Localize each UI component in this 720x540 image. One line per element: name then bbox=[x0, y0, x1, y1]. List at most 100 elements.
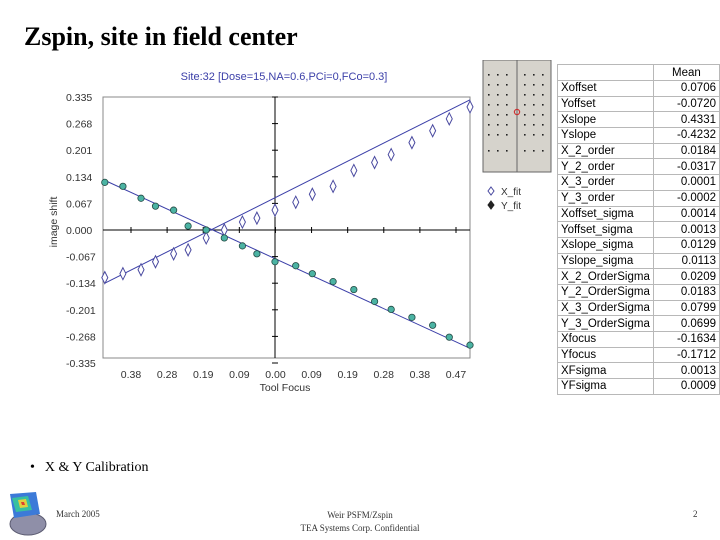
data-point-x-fit bbox=[238, 214, 246, 230]
table-cell-name: XFsigma bbox=[557, 362, 654, 380]
site-dot bbox=[533, 104, 535, 106]
site-dot bbox=[533, 84, 535, 86]
x-tick-label: 0.19 bbox=[193, 369, 214, 381]
table-cell-value: 0.0799 bbox=[652, 299, 720, 317]
data-point-y-fit bbox=[308, 270, 316, 278]
data-point-x-fit bbox=[170, 246, 178, 261]
data-point-x-fit bbox=[253, 210, 261, 226]
table-cell-name: Yoffset_sigma bbox=[557, 221, 654, 238]
site-dot bbox=[533, 150, 535, 152]
table-cell-value: -0.0002 bbox=[652, 189, 720, 207]
data-point-x-fit bbox=[308, 187, 316, 202]
site-dot bbox=[533, 94, 535, 96]
table-header-blank bbox=[557, 64, 654, 81]
site-dot bbox=[542, 74, 544, 76]
plot-axes bbox=[103, 96, 470, 364]
legend-label-y-fit: Y_fit bbox=[501, 201, 521, 212]
table-row: Yoffset_sigma 0.0013 bbox=[557, 221, 720, 238]
site-dot bbox=[542, 94, 544, 96]
data-point-x-fit bbox=[202, 230, 210, 246]
site-dot bbox=[497, 104, 499, 106]
table-cell-value: 0.0009 bbox=[652, 378, 720, 395]
table-cell-value: -0.1712 bbox=[652, 346, 720, 364]
site-dot bbox=[506, 74, 508, 76]
table-row: Xslope_sigma 0.0129 bbox=[557, 236, 720, 254]
data-point-y-fit bbox=[466, 341, 474, 349]
data-point-x-fit bbox=[466, 99, 474, 115]
table-row: X_2_order 0.0184 bbox=[557, 142, 720, 160]
x-tick-label: 0.00 bbox=[265, 369, 286, 381]
table-cell-name: X_3_OrderSigma bbox=[557, 299, 654, 317]
legend-entry-x-fit: X_fit bbox=[487, 186, 521, 198]
data-point-x-fit bbox=[371, 155, 379, 170]
diamond-filled-icon bbox=[487, 200, 495, 210]
data-point-y-fit bbox=[238, 242, 247, 250]
table-cell-name: Y_2_OrderSigma bbox=[557, 283, 654, 301]
data-point-y-fit bbox=[329, 278, 337, 286]
legend-entry-y-fit: Y_fit bbox=[487, 200, 521, 212]
site-dot bbox=[524, 150, 526, 152]
site-dot bbox=[542, 104, 544, 106]
footer-line-1: Weir PSFM/Zspin bbox=[327, 510, 393, 520]
table-row: Y_3_OrderSigma 0.0699 bbox=[557, 315, 720, 332]
data-point-y-fit bbox=[271, 258, 279, 266]
table-cell-name: Y_2_order bbox=[557, 158, 654, 176]
data-point-y-fit bbox=[151, 202, 160, 210]
site-dot bbox=[506, 134, 508, 136]
table-header-row: Mean bbox=[557, 64, 720, 81]
table-row: X_2_OrderSigma 0.0209 bbox=[557, 268, 720, 285]
data-point-x-fit bbox=[292, 195, 300, 210]
table-header-mean: Mean bbox=[652, 64, 720, 81]
x-tick-label: 0.28 bbox=[157, 369, 178, 381]
table-cell-name: YFsigma bbox=[557, 378, 654, 395]
site-dot bbox=[488, 124, 490, 126]
table-cell-value: 0.0699 bbox=[652, 315, 720, 332]
table-row: Xoffset_sigma 0.0014 bbox=[557, 205, 720, 223]
table-cell-value: 0.0184 bbox=[652, 142, 720, 160]
data-point-x-fit bbox=[184, 242, 192, 257]
table-row: Yoffset -0.0720 bbox=[557, 95, 720, 113]
site-dot bbox=[506, 124, 508, 126]
y-tick-label: 0.201 bbox=[66, 145, 92, 157]
site-dot bbox=[524, 124, 526, 126]
table-cell-name: Xoffset_sigma bbox=[557, 205, 654, 223]
table-row: Yslope_sigma 0.0113 bbox=[557, 252, 720, 270]
x-tick-label: 0.19 bbox=[337, 369, 358, 381]
chart-legend: X_fit Y_fit bbox=[487, 186, 521, 212]
table-cell-name: Xslope bbox=[557, 111, 654, 129]
table-cell-value: 0.0001 bbox=[652, 174, 720, 191]
site-map-panel bbox=[482, 60, 552, 173]
data-points bbox=[101, 99, 474, 349]
site-dot bbox=[488, 84, 490, 86]
data-point-y-fit bbox=[292, 262, 300, 270]
table-cell-name: X_2_order bbox=[557, 142, 654, 160]
x-tick-label: 0.09 bbox=[301, 369, 322, 381]
data-point-x-fit bbox=[271, 203, 279, 218]
site-dot bbox=[497, 134, 499, 136]
page-number: 2 bbox=[693, 509, 698, 519]
fit-line-y-fit bbox=[104, 179, 471, 349]
chart-title: Site:32 [Dose=15,NA=0.6,PCi=0,FCo=0.3] bbox=[181, 71, 388, 83]
table-cell-name: Y_3_order bbox=[557, 189, 654, 207]
table-row: Y_3_order -0.0002 bbox=[557, 189, 720, 207]
fit-line-x-fit bbox=[104, 99, 471, 284]
table-row: X_3_order 0.0001 bbox=[557, 174, 720, 191]
table-row: X_3_OrderSigma 0.0799 bbox=[557, 299, 720, 317]
y-tick-label: -0.268 bbox=[66, 331, 96, 343]
site-dot bbox=[506, 150, 508, 152]
site-dot bbox=[533, 114, 535, 116]
site-dot bbox=[497, 114, 499, 116]
bullet-dot-icon: • bbox=[30, 460, 35, 475]
x-tick-label: 0.47 bbox=[446, 369, 467, 381]
site-dot bbox=[497, 150, 499, 152]
site-dot bbox=[506, 94, 508, 96]
y-axis-label: image shift bbox=[48, 197, 60, 248]
data-point-x-fit bbox=[387, 147, 395, 162]
data-point-y-fit bbox=[429, 321, 437, 329]
data-point-y-fit bbox=[387, 305, 395, 314]
table-row: Xslope 0.4331 bbox=[557, 111, 720, 129]
site-dot bbox=[497, 124, 499, 126]
data-point-y-fit bbox=[119, 182, 127, 190]
site-dot bbox=[488, 104, 490, 106]
table-cell-name: Y_3_OrderSigma bbox=[557, 315, 654, 332]
